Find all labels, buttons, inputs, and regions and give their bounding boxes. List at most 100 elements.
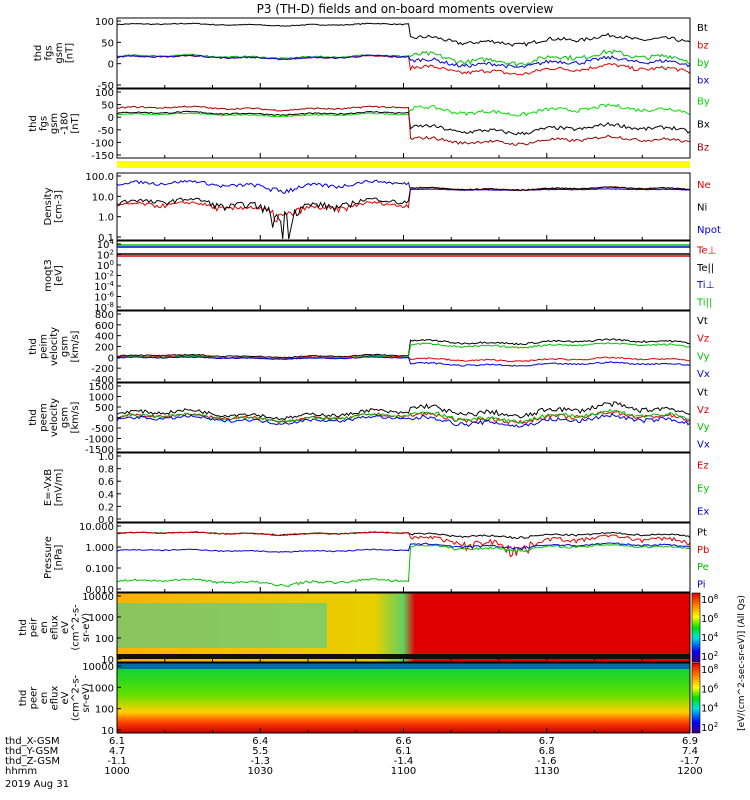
colorbar (691, 592, 701, 663)
orbit-value: -1.7 (680, 756, 700, 767)
ytick-label: -1500 (85, 445, 114, 456)
legend-entry: by (697, 58, 709, 69)
ytick-label: 10 (101, 726, 114, 737)
ytick-label: 0.100 (85, 564, 114, 575)
ytick-label: 10000 (82, 592, 114, 603)
ytick-label: 10-2 (94, 270, 114, 283)
colorbar-tick-label: 106 (701, 612, 719, 625)
panel-peer_eflux: thdpeerenefluxeV(cm^2-s-sr-eV) 108 106 104 1… (18, 662, 719, 737)
ytick-label: 0 (108, 414, 114, 425)
series-line (116, 412, 691, 428)
panel-ylabel: thdfgsgsm-180[nT] (28, 112, 81, 135)
figure-title: P3 (TH-D) fields and on-board moments ov… (257, 2, 554, 16)
orbit-row-label: hhmm (5, 766, 37, 777)
panel-frame (116, 17, 691, 89)
ytick-label: 1.0 (98, 452, 114, 463)
ytick-label: 10-8 (94, 301, 114, 314)
panel-ylabel: thdpeimvelocitygsm[km/s] (28, 327, 81, 366)
time-axis: thd_X-GSM 6.1 6.4 6.6 6.7 6.9 thd_Y-GSM 4.7 5.5 6… (5, 595, 747, 790)
panel-ylabel: thdpeerenefluxeV(cm^2-s-sr-eV) (18, 674, 92, 721)
colorbar-tick-label: 104 (701, 631, 719, 644)
panel-ylabel: Density[cm-3] (43, 187, 65, 225)
panel-efield: E=-VxB[mV/m] Ez Ey Ex 1.0 0.80.6 0.40.2 0.0 (43, 452, 709, 526)
panel-ylabel: E=-VxB[mV/m] (43, 469, 65, 507)
ytick-label: 0.1 (98, 233, 114, 244)
spectrogram-fill (117, 654, 690, 659)
series-line (116, 531, 691, 558)
legend-entry: bz (697, 40, 709, 51)
mode-bar (117, 161, 690, 168)
series-line (116, 401, 691, 421)
legend-entry: Bx (697, 120, 710, 131)
orbit-value: 4.7 (109, 746, 125, 757)
legend-entry: Pt (697, 528, 707, 539)
ytick-label: 600 (95, 321, 114, 332)
colorbar-tick-label: 102 (701, 721, 718, 734)
colorbar-tick-label: 106 (701, 682, 719, 695)
series-line (116, 356, 691, 367)
legend-entry: Te⊥ (696, 246, 716, 257)
orbit-value: 6.9 (682, 736, 698, 747)
panel-ylabel: thdpeemvelocitygsm[km/s] (28, 398, 81, 437)
ytick-label: 102 (97, 249, 114, 262)
orbit-value: 6.7 (539, 736, 555, 747)
panel-frame (116, 240, 691, 311)
orbit-value: -1.1 (107, 756, 127, 767)
ytick-label: 0 (108, 113, 114, 124)
series-line (116, 542, 691, 553)
ytick-label: 1.000 (85, 543, 114, 554)
legend-entry: Bt (697, 23, 708, 34)
ytick-label: 100 (97, 259, 114, 272)
series-line (116, 110, 691, 136)
ytick-label: 0.6 (98, 477, 114, 488)
legend-entry: Pi (697, 579, 706, 590)
panel-frame (116, 310, 691, 383)
panel-ylabel: moqt3[eV] (43, 259, 65, 292)
legend-entry: Vx (697, 369, 710, 380)
date-label: 2019 Aug 31 (5, 779, 69, 790)
panel-frame (116, 88, 691, 159)
ytick-label: -150 (91, 151, 114, 162)
colorbar-tick-label: 104 (701, 702, 719, 715)
ytick-label: 0.2 (98, 502, 114, 513)
ytick-label: 800 (95, 310, 114, 321)
series-line (116, 408, 691, 424)
legend-entry: Vz (697, 405, 709, 416)
series-line (116, 338, 690, 359)
ytick-label: 100.0 (85, 172, 114, 183)
series-line (116, 22, 691, 47)
ytick-label: 1000 (89, 393, 114, 404)
series-line (116, 186, 691, 223)
legend-entry: By (697, 97, 710, 108)
colorbar (691, 662, 701, 734)
ytick-label: 1000 (89, 613, 114, 624)
ytick-label: -50 (98, 126, 114, 137)
series-line (116, 103, 691, 118)
orbit-value: 6.1 (109, 736, 125, 747)
series-line (116, 49, 691, 67)
colorbar-unit-label: [eV/(cm^2-sec-sr-eV)] (All Qs) (737, 595, 747, 731)
colorbar-tick-label: 108 (701, 593, 718, 606)
spectrogram-band (117, 663, 690, 669)
legend-entry: Vy (697, 422, 710, 433)
legend-entry: Vt (697, 388, 708, 399)
series-line (116, 186, 691, 240)
legend-entry: Vz (697, 334, 709, 345)
panel-peir_eflux: thdpeirenefluxeV(cm^2-s-sr-eV) 108 106 104 1… (18, 592, 719, 666)
orbit-value: 6.4 (252, 736, 268, 747)
legend-entry: Npot (697, 225, 721, 236)
ytick-label: 0 (108, 353, 114, 364)
ytick-label: 1500 (89, 382, 114, 393)
ytick-label: 10.000 (79, 522, 114, 533)
legend-entry: Vt (697, 316, 708, 327)
orbit-row-label: thd_Z-GSM (5, 756, 60, 767)
panel-fgs_gsm: thdfgsgsm[nT] Bt bz by bx 100 50 0 -50 (33, 17, 709, 92)
series-line (116, 54, 691, 69)
ytick-label: 10 (101, 655, 114, 666)
orbit-value: 1200 (677, 766, 702, 777)
ytick-label: -500 (91, 424, 114, 435)
ytick-label: 1.0 (98, 213, 114, 224)
legend-entry: Ez (697, 461, 709, 472)
orbit-row-label: thd_X-GSM (5, 736, 60, 747)
ytick-label: 10-4 (94, 280, 114, 293)
